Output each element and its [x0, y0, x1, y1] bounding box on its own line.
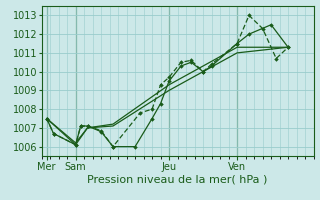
X-axis label: Pression niveau de la mer( hPa ): Pression niveau de la mer( hPa )	[87, 174, 268, 184]
